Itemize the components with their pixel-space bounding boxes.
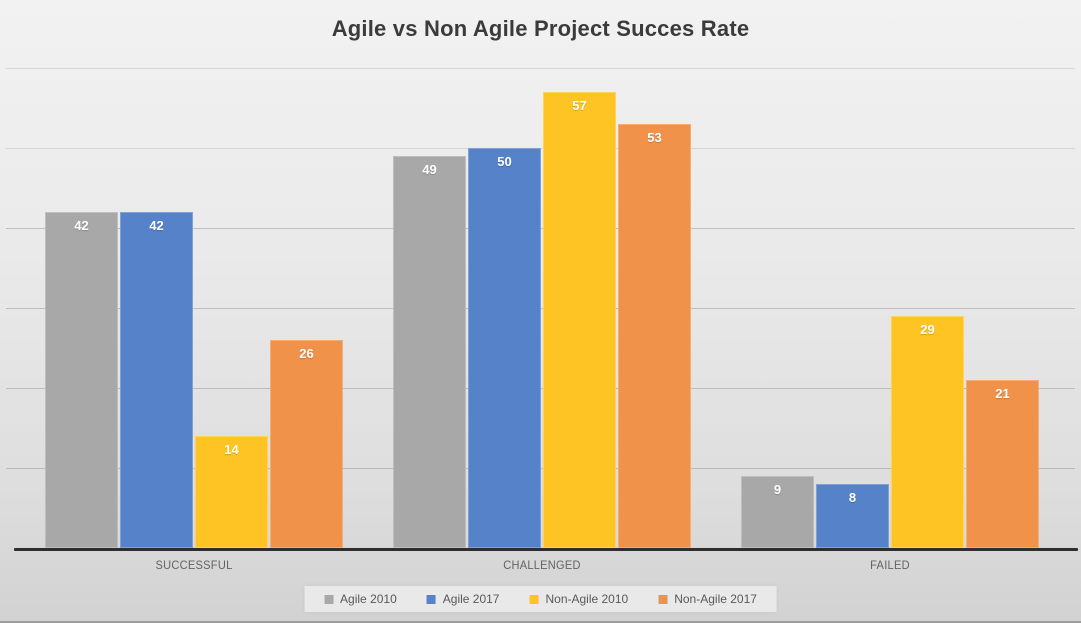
bar-non-agile-2017-challenged: 53 [618,124,691,548]
bar-agile-2010-challenged: 49 [393,156,466,548]
bar-value-label: 21 [995,386,1010,401]
legend-label: Non-Agile 2010 [545,592,629,606]
bar-value-label: 50 [497,154,512,169]
gridline [6,68,1075,69]
legend-item-agile-2010: Agile 2010 [324,592,397,606]
legend-label: Non-Agile 2017 [674,592,757,606]
bar-agile-2017-challenged: 50 [468,148,541,548]
bar-value-label: 26 [299,346,314,361]
category-label-failed: FAILED [870,558,910,572]
bar-non-agile-2010-successful: 14 [195,436,268,548]
bar-value-label: 8 [848,490,857,505]
legend: Agile 2010 Agile 2017 Non-Agile 2010 Non-Ag… [304,586,777,612]
legend-swatch-icon [658,594,668,604]
bar-non-agile-2017-failed: 21 [966,380,1039,548]
legend-label: Agile 2017 [442,592,500,606]
legend-item-non-agile-2010: Non-Agile 2010 [529,592,628,606]
bar-value-label: 42 [74,218,89,233]
legend-swatch-icon [529,594,539,604]
bar-agile-2017-failed: 8 [816,484,889,548]
bar-value-label: 57 [572,98,587,113]
category-label-successful: SUCCESSFUL [155,558,233,572]
legend-swatch-icon [324,594,334,604]
bar-value-label: 14 [224,442,239,457]
chart-title: Agile vs Non Agile Project Succes Rate [331,16,750,41]
bar-agile-2010-successful: 42 [45,212,118,548]
x-axis-line [14,548,1078,551]
bar-agile-2010-failed: 9 [741,476,814,548]
bar-non-agile-2010-challenged: 57 [543,92,616,548]
bar-value-label: 9 [773,482,782,497]
category-label-challenged: CHALLENGED [503,558,581,572]
legend-item-non-agile-2017: Non-Agile 2017 [658,592,757,606]
bar-value-label: 49 [422,162,437,177]
bar-value-label: 53 [647,130,662,145]
bar-non-agile-2010-failed: 29 [891,316,964,548]
legend-label: Agile 2010 [340,592,397,606]
legend-item-agile-2017: Agile 2017 [426,592,500,606]
bar-non-agile-2017-successful: 26 [270,340,343,548]
legend-swatch-icon [426,594,436,604]
bar-value-label: 42 [149,218,164,233]
bar-value-label: 29 [920,322,935,337]
bar-agile-2017-successful: 42 [120,212,193,548]
